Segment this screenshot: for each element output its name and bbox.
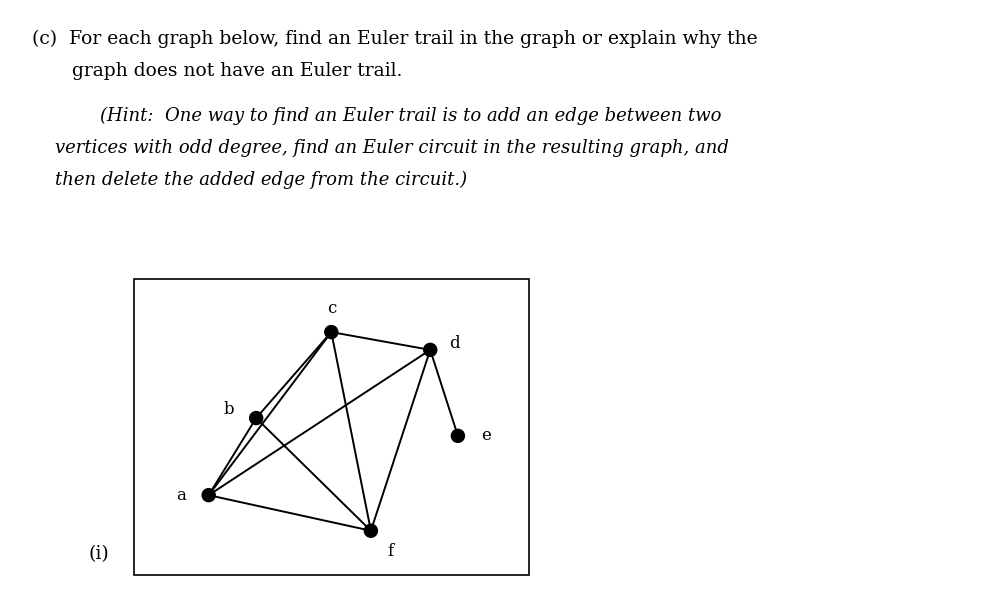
- Circle shape: [364, 524, 378, 537]
- Bar: [134, 279, 529, 575]
- Text: e: e: [481, 428, 491, 444]
- Text: then delete the added edge from the circuit.): then delete the added edge from the circ…: [55, 171, 467, 189]
- Circle shape: [423, 343, 437, 356]
- Text: graph does not have an Euler trail.: graph does not have an Euler trail.: [72, 62, 403, 80]
- Text: b: b: [224, 401, 233, 417]
- Circle shape: [249, 412, 263, 425]
- Circle shape: [324, 326, 338, 339]
- Text: c: c: [326, 300, 336, 317]
- Text: (Hint:  One way to find an Euler trail is to add an edge between two: (Hint: One way to find an Euler trail is…: [100, 107, 722, 125]
- Text: vertices with odd degree, find an Euler circuit in the resulting graph, and: vertices with odd degree, find an Euler …: [55, 139, 729, 157]
- Text: d: d: [449, 336, 459, 352]
- Text: (i): (i): [88, 545, 109, 563]
- Circle shape: [202, 489, 216, 502]
- Text: f: f: [388, 543, 394, 560]
- Circle shape: [451, 429, 465, 442]
- Text: (c)  For each graph below, find an Euler trail in the graph or explain why the: (c) For each graph below, find an Euler …: [32, 30, 758, 48]
- Text: a: a: [176, 487, 186, 503]
